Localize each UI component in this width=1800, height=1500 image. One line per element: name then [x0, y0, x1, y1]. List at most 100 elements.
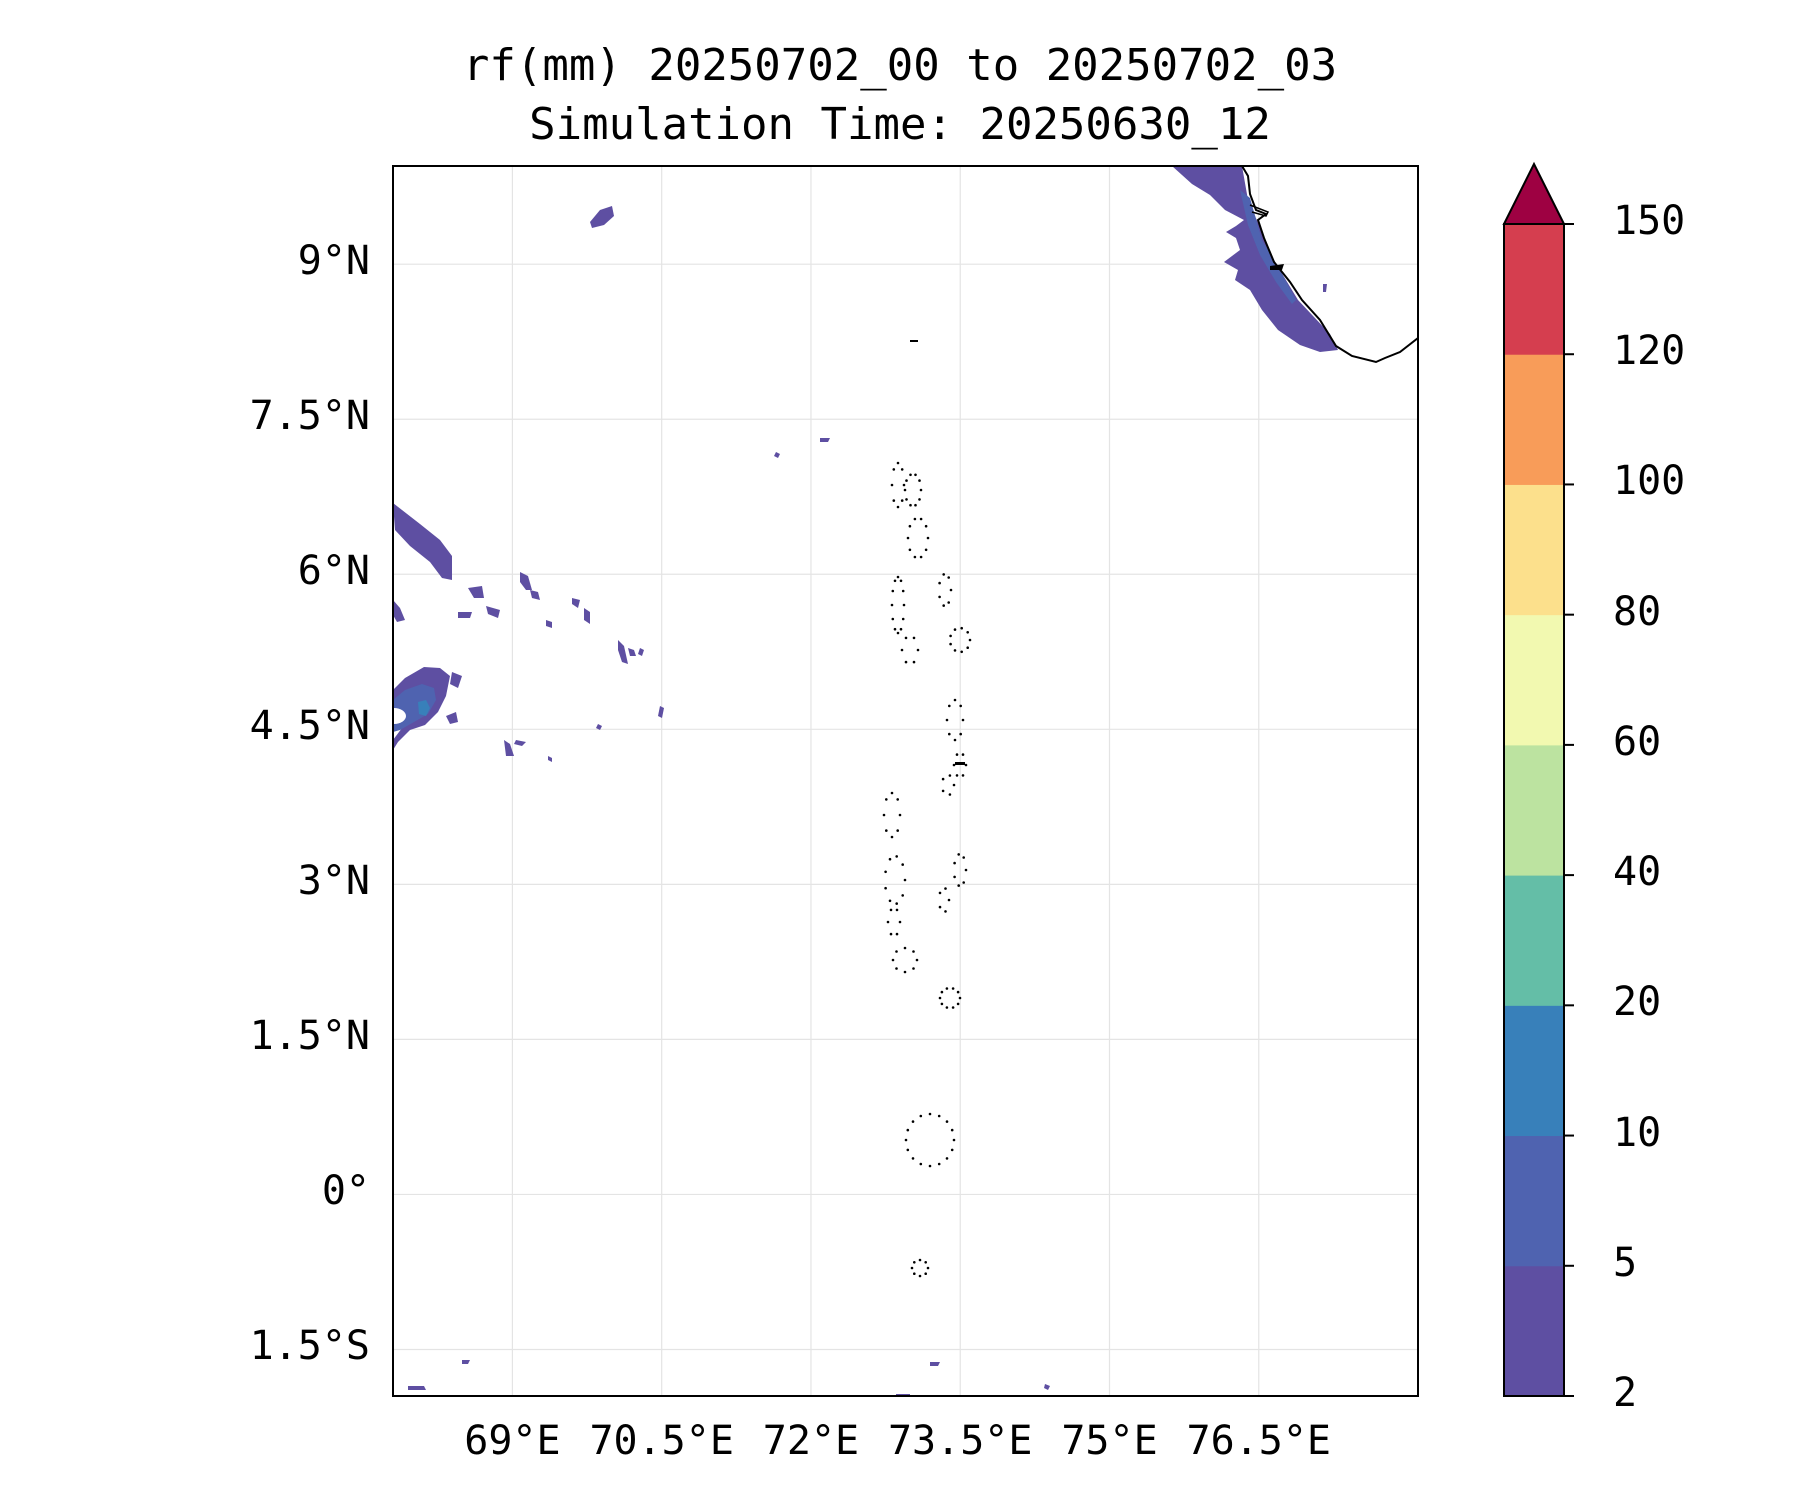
colorbar: [1502, 161, 1574, 1397]
atoll-dot: [908, 548, 912, 552]
atoll-dot: [901, 863, 904, 866]
atoll-dot: [918, 498, 921, 501]
atoll-dot: [889, 932, 893, 936]
atoll-dot: [895, 902, 898, 905]
atoll-dot: [955, 774, 959, 777]
lat-tick-label: 6°N: [297, 548, 370, 595]
atoll-dot: [964, 868, 968, 872]
atoll-dot: [901, 894, 904, 897]
atoll-dot: [912, 967, 915, 970]
atoll-dot: [918, 1258, 922, 1262]
atoll-dot: [909, 473, 912, 477]
atoll-dot: [885, 829, 888, 832]
colorbar-tick-label: 5: [1613, 1239, 1638, 1286]
atoll-dot: [926, 536, 930, 540]
atoll-dot: [884, 886, 887, 890]
atoll-dot: [891, 589, 895, 593]
lon-tick-label: 73.5°E: [887, 1418, 1033, 1464]
atoll-dot: [895, 855, 898, 858]
lat-tick-label: 1.5°N: [249, 1013, 370, 1060]
rain-patch-coast-b: [1240, 190, 1296, 304]
atoll-dot: [937, 1114, 941, 1118]
colorbar-tick-label: 60: [1613, 718, 1662, 765]
atoll-dot: [953, 861, 956, 865]
atoll-dot: [903, 878, 907, 882]
colorbar-band: [1504, 614, 1564, 746]
lat-tick-label: 7.5°N: [249, 393, 370, 440]
atoll-dot: [938, 581, 941, 585]
atoll-dot: [892, 468, 896, 471]
atoll-dot: [938, 996, 942, 1000]
atoll-dot: [903, 488, 907, 492]
rain-patch-w8: [458, 612, 472, 618]
atoll-dot: [891, 958, 895, 962]
atoll-dot: [947, 576, 950, 579]
rain-patch-w1: [393, 503, 452, 580]
rain-patch-w17: [658, 706, 664, 718]
atoll-dot: [940, 1002, 944, 1006]
atoll-dot: [901, 617, 905, 621]
atoll-dot: [919, 488, 923, 492]
india-coast-inlet: [1249, 204, 1270, 217]
colorbar-extend-arrow: [1502, 161, 1566, 225]
colorbar-band: [1504, 354, 1564, 485]
lon-tick-label: 76.5°E: [1186, 1418, 1332, 1464]
atoll-dot: [938, 905, 942, 909]
atoll-dot: [924, 524, 928, 528]
atoll-dot: [948, 704, 951, 708]
atoll-dot: [892, 499, 896, 502]
atoll-dot: [942, 573, 945, 576]
atoll-dot: [945, 1157, 949, 1160]
atoll-dot: [918, 479, 921, 482]
colorbar-band: [1504, 224, 1564, 355]
atoll-dot: [906, 1148, 910, 1152]
atoll-dot: [945, 718, 949, 722]
rain-patch-s2: [462, 1360, 470, 1364]
lat-tick-label: 9°N: [297, 238, 370, 285]
colorbar-tick-label: 100: [1613, 458, 1686, 505]
atoll-dot: [924, 1272, 927, 1275]
atoll-dot: [913, 517, 917, 521]
atoll-dot: [940, 990, 944, 994]
atoll-dot: [950, 1148, 954, 1152]
atoll-dot: [913, 1261, 916, 1264]
atoll-dot: [898, 920, 902, 924]
atoll-dot: [952, 763, 956, 767]
atoll-dot: [912, 636, 916, 640]
atoll-dot: [899, 627, 903, 631]
rain-patch-w13: [572, 598, 580, 608]
atoll-dot: [910, 1266, 914, 1270]
atoll-dot: [889, 908, 893, 912]
colorbar-tick-label: 10: [1613, 1109, 1662, 1156]
atoll-dot: [968, 638, 972, 642]
colorbar-band: [1504, 1005, 1564, 1137]
rain-patch-s4: [1044, 1384, 1050, 1390]
rain-patch-w24: [820, 438, 830, 442]
atoll-dot: [900, 499, 904, 502]
rain-patch-w4: [393, 708, 406, 724]
atoll-dot: [895, 932, 899, 936]
atoll-dot: [902, 603, 906, 607]
atoll-dot: [957, 884, 960, 887]
atoll-dot: [895, 908, 899, 912]
atoll-dot: [959, 704, 962, 708]
atoll-dot: [950, 1128, 954, 1132]
atoll-dot: [913, 1272, 916, 1275]
atoll-dot: [955, 753, 959, 756]
rain-patch-w12: [546, 620, 552, 628]
rain-patch-w7: [468, 586, 484, 598]
atoll-dot: [890, 835, 894, 839]
atoll-dot: [884, 870, 887, 874]
atoll-dot: [888, 857, 892, 861]
rain-patch-s3: [930, 1362, 940, 1366]
atoll-dot: [948, 793, 952, 796]
colorbar-band: [1504, 744, 1564, 876]
atoll-dot: [904, 636, 908, 640]
atoll-dot: [896, 829, 899, 832]
atoll-dot: [966, 646, 969, 649]
rain-patch-w10: [520, 572, 532, 590]
atoll-dot: [960, 626, 963, 630]
atoll-dot: [918, 1274, 922, 1278]
atoll-dot: [953, 628, 957, 631]
